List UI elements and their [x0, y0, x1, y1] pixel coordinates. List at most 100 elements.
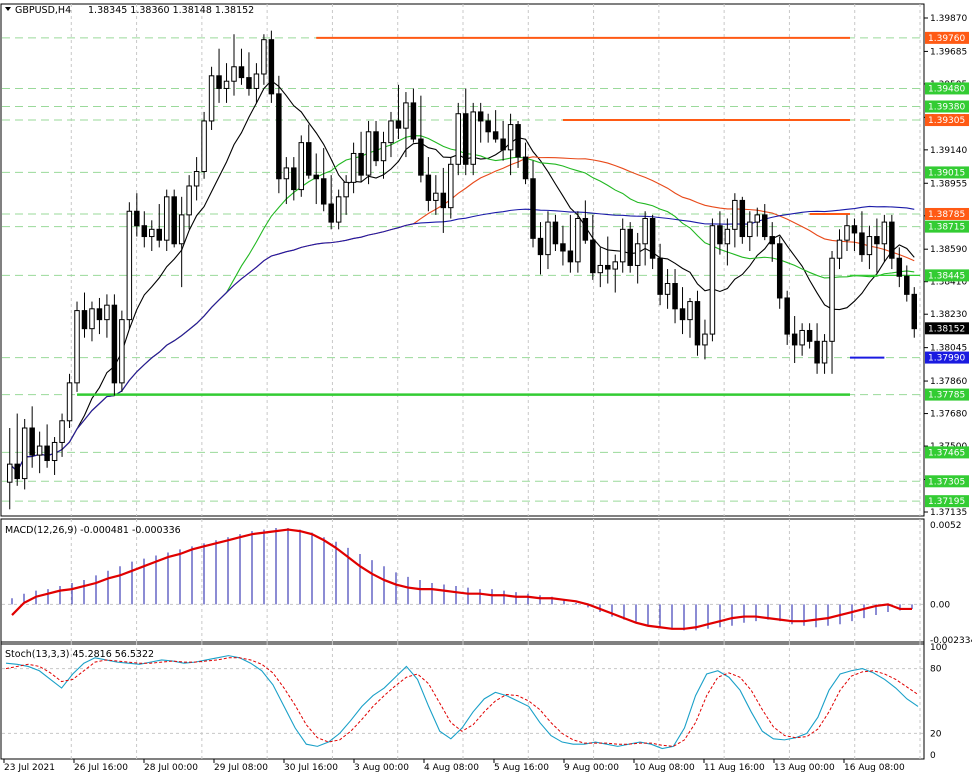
candle	[268, 30, 275, 103]
candle-body	[829, 257, 835, 342]
candle	[425, 157, 432, 212]
candle	[36, 431, 43, 474]
candle-body	[365, 131, 372, 176]
ohlc-values: 1.38345 1.38360 1.38148 1.38152	[88, 5, 254, 16]
candle	[537, 222, 544, 275]
candle	[74, 301, 80, 392]
level-price-tag-label: 1.38152	[928, 324, 965, 334]
candle-body	[89, 308, 95, 330]
stoch-main-line	[5, 655, 919, 750]
candle-body	[335, 196, 342, 223]
candle-body	[51, 441, 58, 462]
candle-body	[649, 217, 656, 259]
candle-body	[769, 236, 775, 245]
candle-body	[149, 228, 155, 238]
candle	[747, 211, 753, 252]
candle	[21, 418, 28, 490]
price-tick-label: 1.38045	[930, 344, 967, 354]
candle-body	[231, 66, 237, 82]
candle-body	[575, 217, 581, 263]
candle-body	[859, 232, 865, 256]
candle-body	[66, 382, 73, 422]
level-price-tag: 1.38445	[925, 269, 969, 282]
level-price-tag-label: 1.37465	[928, 448, 965, 458]
candle-body	[119, 319, 125, 384]
candle	[784, 290, 790, 345]
candle-body	[537, 237, 544, 256]
candle-body	[163, 196, 170, 241]
candle	[298, 135, 305, 197]
candle-body	[791, 333, 798, 346]
candle	[455, 102, 462, 176]
candle-body	[821, 340, 828, 364]
candle-body	[320, 178, 327, 205]
time-tick-label: 28 Jul 00:00	[144, 763, 198, 773]
candle	[859, 211, 865, 262]
axes: 1.398701.396851.395051.393201.391401.389…	[3, 14, 972, 773]
candle	[649, 214, 656, 270]
time-tick-label: 26 Jul 16:00	[74, 763, 128, 773]
candle-body	[612, 261, 618, 270]
candle-body	[380, 142, 387, 162]
candle	[81, 292, 88, 338]
level-price-tag-box	[925, 114, 969, 127]
level-price-tag: 1.39305	[925, 114, 969, 127]
candle-body	[552, 221, 559, 245]
level-price-tag-box	[925, 475, 969, 488]
candle	[545, 211, 551, 270]
candle-body	[343, 181, 349, 198]
candle-body	[896, 257, 903, 277]
stoch-tick-label: 100	[930, 643, 947, 653]
candle-body	[358, 152, 364, 176]
candle	[208, 66, 215, 130]
level-price-tag-label: 1.37785	[928, 391, 965, 401]
candle-body	[911, 293, 918, 330]
candle	[627, 222, 633, 273]
level-price-tag-label: 1.37195	[928, 497, 965, 507]
candle	[223, 63, 230, 103]
candle	[29, 406, 35, 468]
level-price-tag-box	[925, 269, 969, 282]
macd-tick-label: -0.002334	[930, 636, 972, 646]
level-price-tag-label: 1.39480	[928, 84, 965, 94]
level-price-tag: 1.39015	[925, 166, 969, 179]
candle	[51, 437, 58, 475]
level-price-tag-label: 1.39380	[928, 103, 965, 113]
level-price-tag-box	[925, 82, 969, 95]
candle-body	[410, 102, 417, 140]
candle-body	[74, 310, 80, 384]
candle-body	[201, 120, 207, 173]
candle	[418, 95, 424, 183]
candle-body	[403, 102, 409, 129]
candle-body	[619, 228, 626, 263]
candle-body	[126, 210, 133, 321]
candle	[911, 287, 918, 338]
candle-body	[44, 445, 50, 462]
candle	[134, 193, 140, 237]
candle	[6, 428, 13, 510]
candle	[522, 142, 529, 185]
candle	[410, 88, 417, 143]
candle	[889, 214, 895, 270]
level-price-tag: 1.37990	[925, 351, 969, 364]
candle-body	[754, 214, 761, 223]
level-price-tag: 1.37305	[925, 475, 969, 488]
candle-body	[679, 308, 686, 321]
candle	[126, 202, 133, 329]
candle	[881, 214, 888, 262]
time-tick-label: 5 Aug 16:00	[494, 763, 549, 773]
candle	[261, 34, 267, 85]
stochastic-panel	[5, 655, 919, 750]
symbol-menu-arrow-icon[interactable]	[5, 7, 11, 11]
candle	[634, 232, 641, 284]
candle	[597, 247, 604, 288]
price-tick-label: 1.38410	[930, 278, 967, 288]
time-tick-label: 16 Aug 08:00	[844, 763, 905, 773]
candle-body	[193, 171, 200, 187]
candle-body	[21, 427, 28, 480]
level-price-tag: 1.37465	[925, 446, 969, 459]
candle	[253, 63, 260, 103]
level-price-tag-label: 1.39760	[928, 34, 965, 44]
candle	[104, 294, 110, 338]
